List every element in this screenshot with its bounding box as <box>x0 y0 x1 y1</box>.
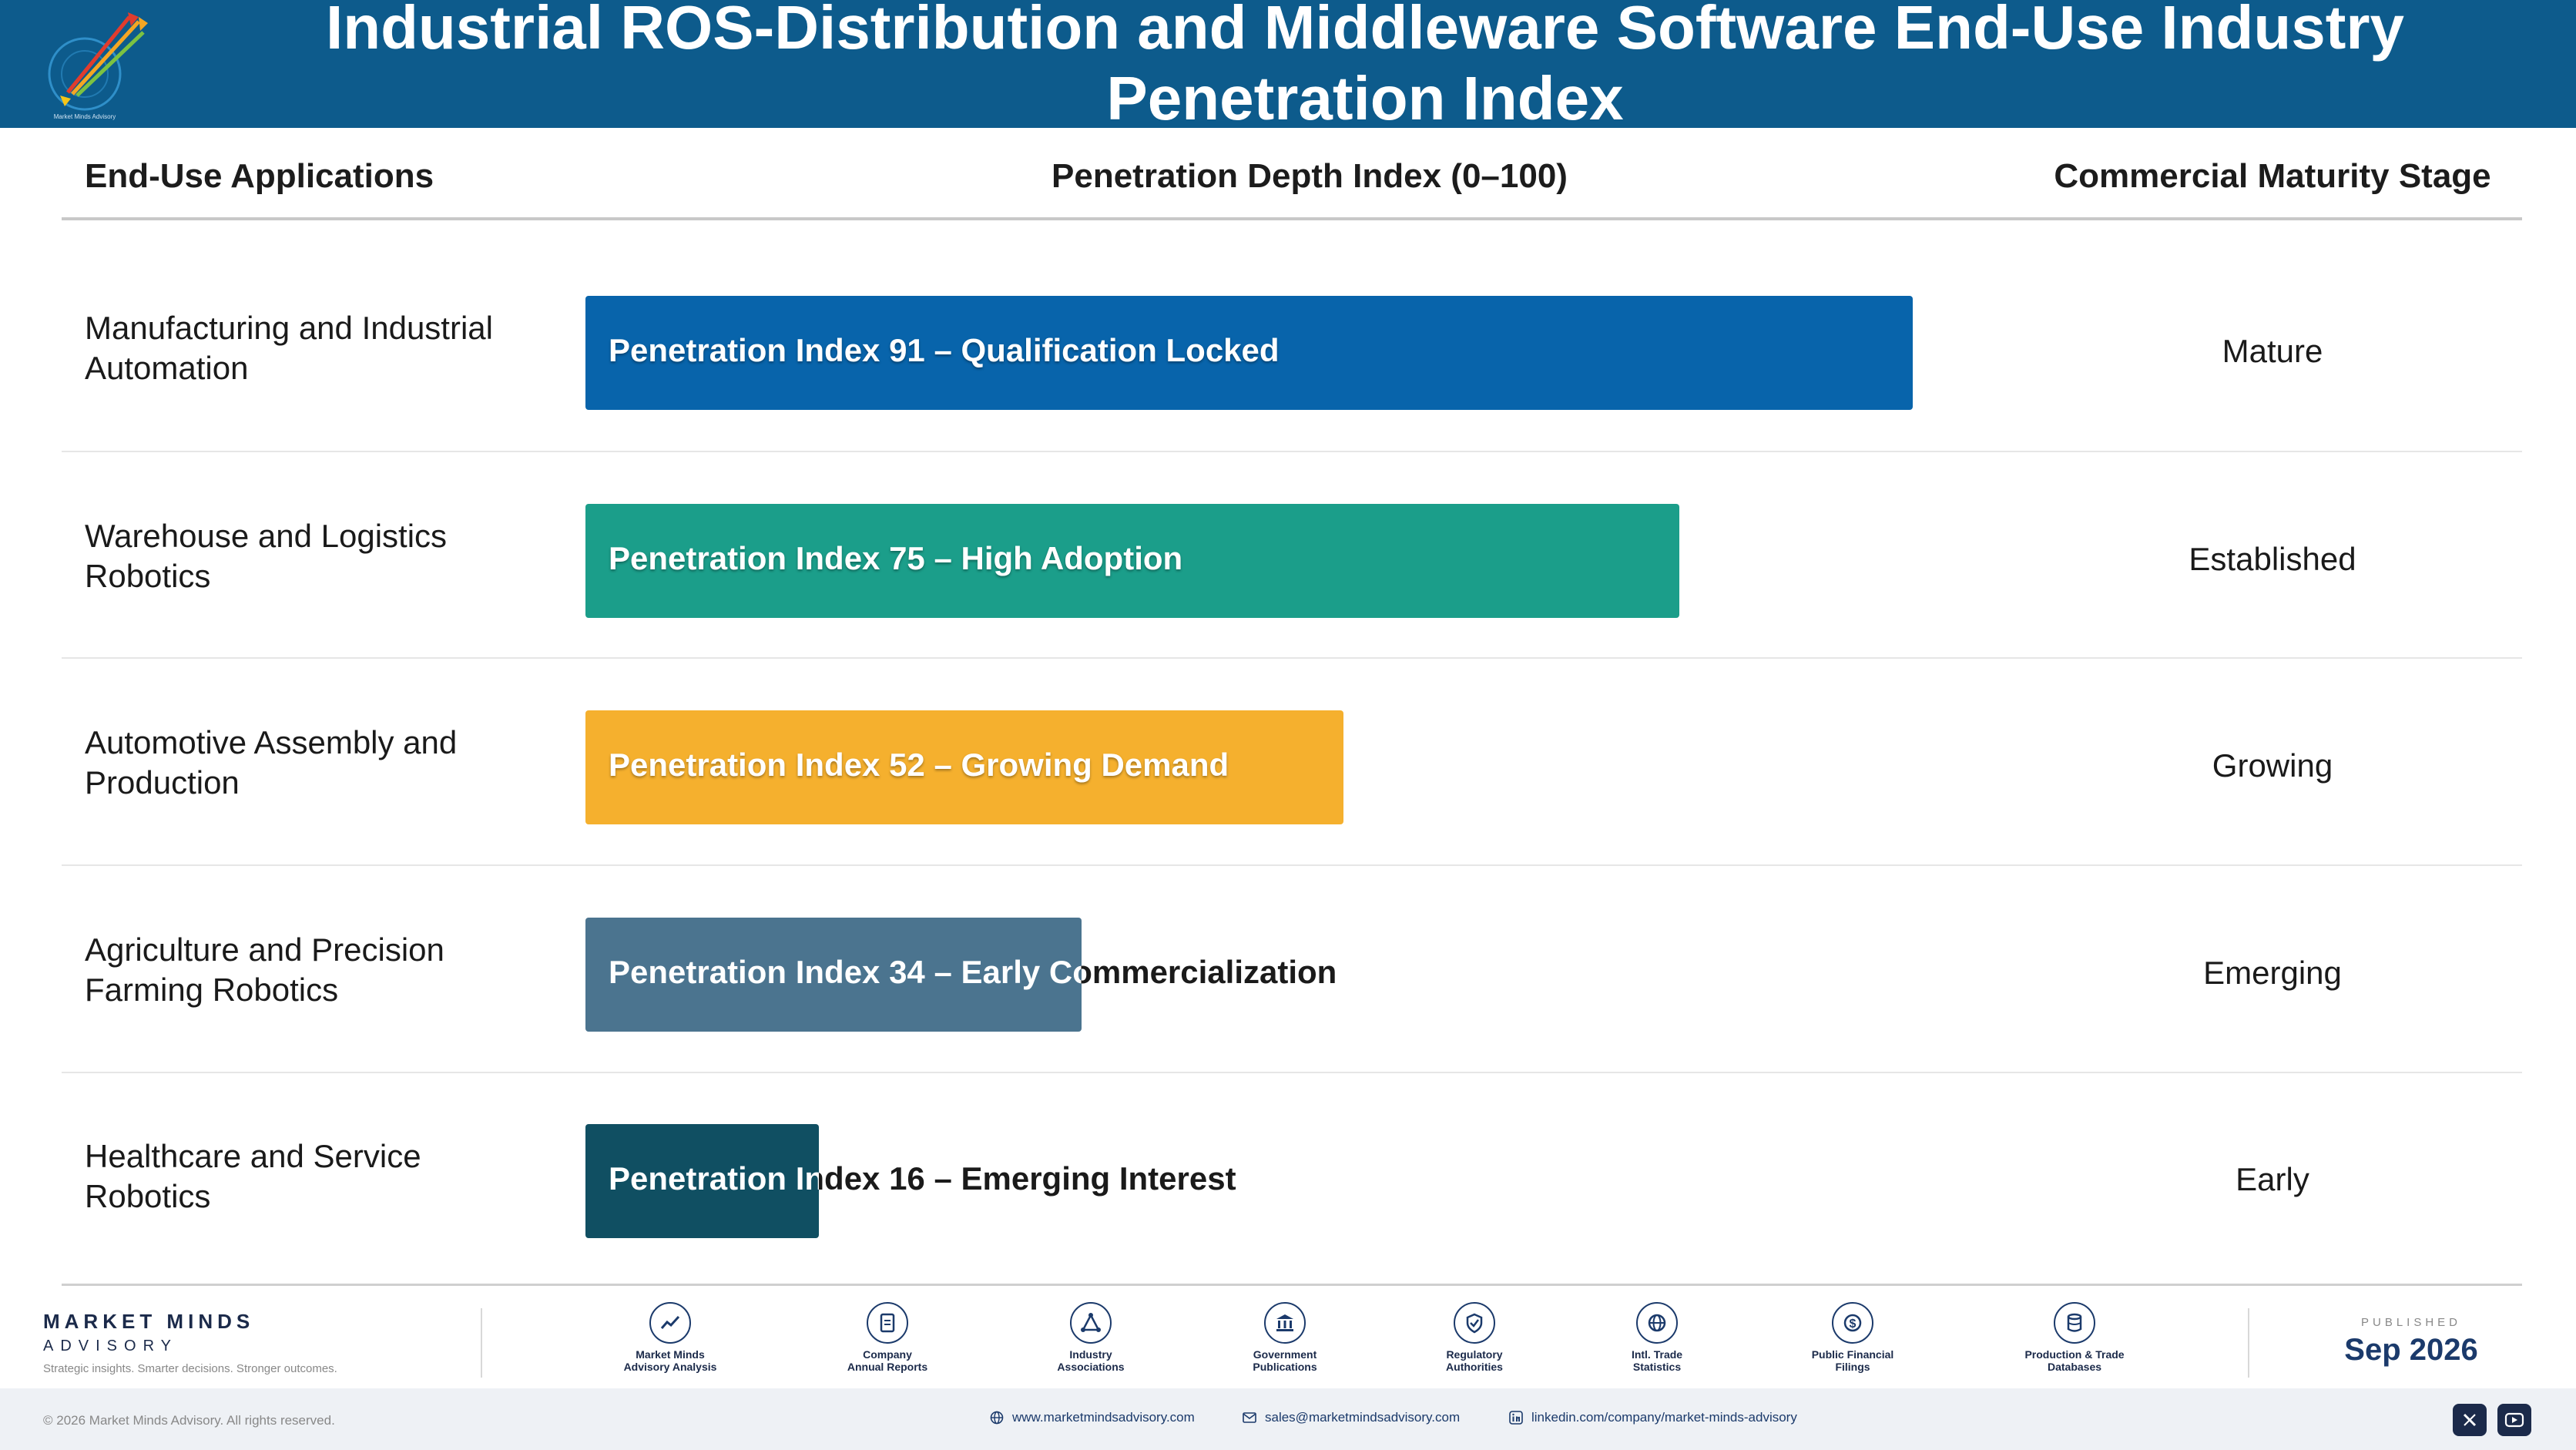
bar-label: Penetration Index 52 – Growing Demand <box>609 747 1229 783</box>
brand-tagline: Strategic insights. Smarter decisions. S… <box>43 1362 337 1375</box>
source-label-line1: Public Financial <box>1811 1348 1894 1361</box>
mail-icon <box>1243 1412 1256 1423</box>
email-link[interactable]: sales@marketmindsadvisory.com <box>1242 1410 1460 1425</box>
column-header-index: Penetration Depth Index (0–100) <box>1052 157 1568 195</box>
globe-icon <box>990 1411 1004 1425</box>
row-divider <box>62 864 2522 866</box>
published-date: Sep 2026 <box>2344 1333 2478 1367</box>
row-divider <box>62 657 2522 659</box>
source-company-reports: Company Annual Reports <box>818 1302 957 1373</box>
database-icon <box>2054 1302 2095 1344</box>
bar-label: Penetration Index 75 – High Adoption <box>609 540 1183 576</box>
penetration-bar <box>585 296 1913 410</box>
penetration-bar <box>585 504 1679 618</box>
column-header-stage: Commercial Maturity Stage <box>2054 157 2491 195</box>
table-bottom-divider <box>62 1284 2522 1286</box>
source-government-publications: Government Publications <box>1216 1302 1354 1373</box>
footer-divider <box>2248 1308 2249 1378</box>
header-banner: Market Minds Advisory Industrial ROS-Dis… <box>0 0 2576 133</box>
source-label-line2: Statistics <box>1632 1361 1682 1373</box>
source-financial-filings: $ Public Financial Filings <box>1783 1302 1922 1373</box>
source-label-line2: Advisory Analysis <box>623 1361 717 1373</box>
government-building-icon <box>1264 1302 1306 1344</box>
website-link[interactable]: www.marketmindsadvisory.com <box>989 1410 1195 1425</box>
x-social-button[interactable] <box>2453 1404 2487 1436</box>
source-label-line1: Intl. Trade <box>1631 1348 1683 1361</box>
email-text: sales@marketmindsadvisory.com <box>1265 1410 1461 1425</box>
brand-name: MARKET MINDS <box>43 1310 255 1333</box>
source-market-minds-analysis: Market Minds Advisory Analysis <box>601 1302 740 1373</box>
linkedin-text: linkedin.com/company/market-minds-adviso… <box>1531 1410 1797 1425</box>
source-label-line1: Industry <box>1069 1348 1112 1361</box>
globe-icon <box>1636 1302 1678 1344</box>
source-label-line2: Filings <box>1835 1361 1870 1373</box>
logo-caption: Market Minds Advisory <box>54 113 116 120</box>
maturity-stage: Early <box>2236 1161 2309 1197</box>
row-application-label: Healthcare and Service Robotics <box>85 1138 421 1214</box>
linkedin-link[interactable]: linkedin.com/company/market-minds-adviso… <box>1508 1410 1797 1425</box>
source-label-line2: Databases <box>2047 1361 2102 1373</box>
source-trade-databases: Production & Trade Databases <box>2005 1302 2144 1373</box>
row-application-label: Manufacturing and Industrial Automation <box>85 310 493 386</box>
network-icon <box>1070 1302 1112 1344</box>
row-application-label: Automotive Assembly and Production <box>85 724 458 801</box>
linkedin-icon <box>1509 1411 1523 1425</box>
published-caption: PUBLISHED <box>2360 1316 2462 1329</box>
company-logo: Market Minds Advisory <box>48 12 148 120</box>
footer-divider <box>481 1308 482 1378</box>
trend-chart-icon <box>649 1302 691 1344</box>
source-label-line1: Market Minds <box>636 1348 705 1361</box>
bar-label: Penetration Index 16 – Emerging Interest <box>609 1160 1236 1197</box>
maturity-stage: Emerging <box>2203 955 2342 991</box>
source-label-line2: Annual Reports <box>847 1361 928 1373</box>
source-regulatory-authorities: Regulatory Authorities <box>1405 1302 1544 1373</box>
row-application-label: Agriculture and Precision Farming Roboti… <box>85 931 444 1008</box>
penetration-bar <box>585 1124 819 1238</box>
source-label-line2: Publications <box>1253 1361 1317 1373</box>
maturity-stage: Mature <box>2222 333 2323 369</box>
source-label-line1: Government <box>1253 1348 1317 1361</box>
page-title: Industrial ROS-Distribution and Middlewa… <box>325 0 2405 133</box>
youtube-social-button[interactable] <box>2497 1404 2531 1436</box>
copyright-text: © 2026 Market Minds Advisory. All rights… <box>43 1413 335 1428</box>
source-label-line2: Authorities <box>1446 1361 1503 1373</box>
bar-label: Penetration Index 91 – Qualification Loc… <box>609 332 1280 368</box>
source-trade-statistics: Intl. Trade Statistics <box>1588 1302 1726 1373</box>
document-icon <box>867 1302 908 1344</box>
maturity-stage: Established <box>2189 541 2356 577</box>
header-divider <box>62 217 2522 220</box>
brand-subtitle: ADVISORY <box>43 1338 178 1354</box>
maturity-stage: Growing <box>2212 747 2333 784</box>
column-header-applications: End-Use Applications <box>85 157 434 195</box>
source-label-line1: Production & Trade <box>2024 1348 2125 1361</box>
source-industry-associations: Industry Associations <box>1021 1302 1160 1373</box>
penetration-bar <box>585 918 1082 1032</box>
dollar-coin-icon: $ <box>1832 1302 1873 1344</box>
svg-text:$: $ <box>1850 1317 1857 1331</box>
youtube-icon <box>2504 1412 2524 1428</box>
shield-check-icon <box>1454 1302 1495 1344</box>
source-label-line1: Regulatory <box>1446 1348 1503 1361</box>
bar-label: Penetration Index 34 – Early Commerciali… <box>609 954 1337 990</box>
x-logo-icon <box>2463 1413 2477 1427</box>
row-application-label: Warehouse and Logistics Robotics <box>85 518 448 594</box>
website-text: www.marketmindsadvisory.com <box>1012 1410 1195 1425</box>
row-divider <box>62 451 2522 452</box>
row-divider <box>62 1072 2522 1073</box>
contact-bar <box>0 1388 2576 1450</box>
source-label-line1: Company <box>863 1348 912 1361</box>
penetration-bar <box>585 710 1344 824</box>
source-label-line2: Associations <box>1057 1361 1125 1373</box>
